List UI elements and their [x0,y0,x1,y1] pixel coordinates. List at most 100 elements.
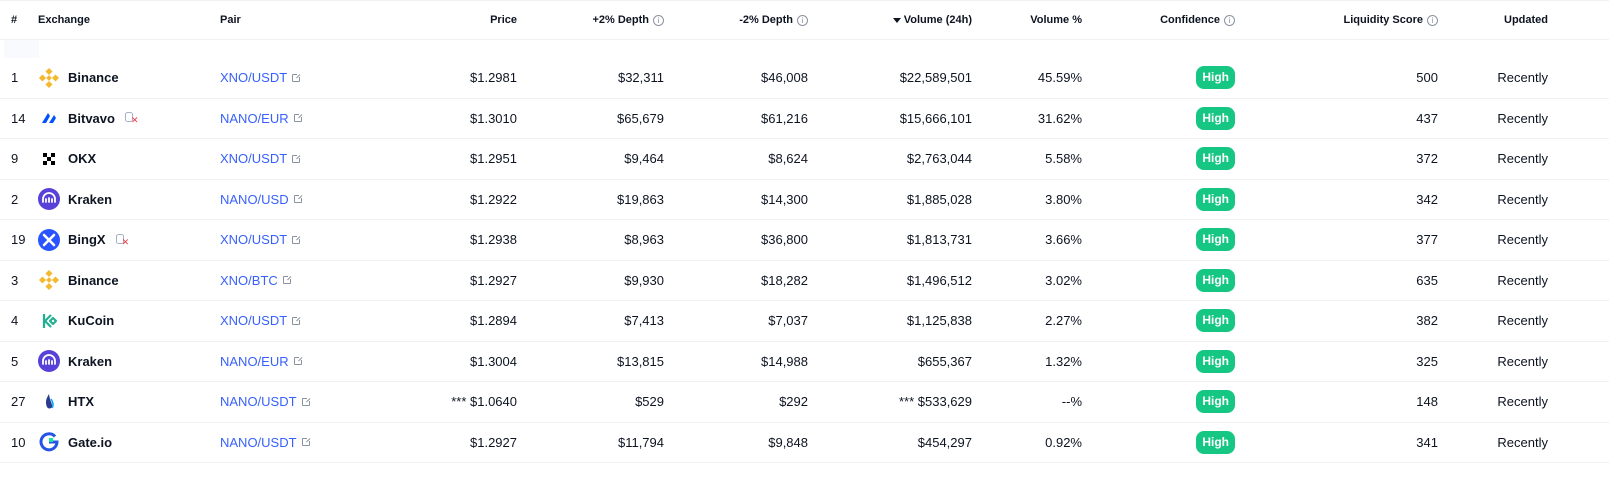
bitvavo-logo-icon [38,107,60,129]
table-row[interactable]: 19 BingX ✕ XNO/USDT $1.2938 $8,963 $36,8… [0,220,1609,261]
external-link-icon[interactable] [293,113,303,123]
rank-value: 14 [11,110,26,126]
pair-link[interactable]: NANO/EUR [220,353,289,369]
col-pair-header[interactable]: Pair [220,1,400,39]
confidence-badge[interactable]: High [1196,187,1235,211]
exchange-cell[interactable]: Bitvavo ✕ [38,99,218,139]
pair-cell[interactable]: NANO/USDT [220,423,400,463]
info-icon[interactable]: i [1224,14,1235,26]
confidence-badge[interactable]: High [1196,309,1235,333]
external-link-icon[interactable] [282,275,292,285]
pair-link[interactable]: NANO/EUR [220,110,289,126]
volume-pct-cell: 3.80% [980,180,1082,220]
volume-pct-value: 45.59% [1037,70,1082,86]
pair-cell[interactable]: NANO/EUR [220,99,400,139]
table-row[interactable]: 10 Gate.io NANO/USDT $1.2927 $11,794 $9,… [0,423,1609,463]
exchange-name[interactable]: BingX [68,232,106,248]
pair-cell[interactable]: XNO/BTC [220,261,400,301]
pair-cell[interactable]: XNO/USDT [220,58,400,98]
confidence-badge[interactable]: High [1196,228,1235,252]
info-icon[interactable]: i [1427,14,1438,26]
pair-cell[interactable]: XNO/USDT [220,139,400,179]
confidence-badge[interactable]: High [1196,349,1235,373]
exchange-name[interactable]: Gate.io [68,434,113,450]
col-rank-header[interactable]: # [11,1,37,39]
external-link-icon[interactable] [292,72,302,82]
table-row[interactable]: 1 Binance XNO/USDT $1.2981 $32,311 $46,0… [0,58,1609,99]
confidence-badge[interactable]: High [1196,268,1235,292]
exchange-cell[interactable]: Kraken [38,342,218,382]
external-link-icon[interactable] [292,234,302,244]
pair-cell[interactable]: NANO/USDT [220,382,400,422]
exchange-cell[interactable]: Gate.io [38,423,218,463]
exchange-cell[interactable]: Binance [38,58,218,98]
pair-link[interactable]: NANO/USDT [220,434,297,450]
exchange-name[interactable]: Kraken [68,353,113,369]
pair-link[interactable]: XNO/USDT [220,70,288,86]
confidence-badge[interactable]: High [1196,390,1235,414]
pair-link[interactable]: XNO/USDT [220,232,288,248]
plus-depth-value: $8,963 [624,232,664,248]
pair-link[interactable]: XNO/USDT [220,313,288,329]
col-price-header[interactable]: Price [400,1,517,39]
exchange-cell[interactable]: BingX ✕ [38,220,218,260]
liquidity-cell: 382 [1260,301,1438,341]
pair-link[interactable]: XNO/USDT [220,151,288,167]
volume-cell: $1,496,512 [820,261,972,301]
exchange-name[interactable]: Binance [68,272,119,288]
pair-cell[interactable]: NANO/EUR [220,342,400,382]
exchange-cell[interactable]: Binance [38,261,218,301]
col-minus-depth-header[interactable]: -2% Depth i [680,1,808,39]
confidence-badge[interactable]: High [1196,106,1235,130]
col-confidence-header[interactable]: Confidence i [1120,1,1235,39]
external-link-icon[interactable] [301,437,311,447]
exchange-name[interactable]: Binance [68,70,119,86]
exchange-name[interactable]: KuCoin [68,313,115,329]
col-plus-depth-header[interactable]: +2% Depth i [540,1,664,39]
exchange-cell[interactable]: OKX [38,139,218,179]
exchange-cell[interactable]: KuCoin [38,301,218,341]
col-liquidity-header[interactable]: Liquidity Score i [1260,1,1438,39]
table-row[interactable]: 27 HTX NANO/USDT *** $1.0640 $529 $292 *… [0,382,1609,423]
table-row[interactable]: 2 Kraken NANO/USD $1.2922 $19,863 $14,30… [0,180,1609,220]
external-link-icon[interactable] [293,356,303,366]
confidence-badge[interactable]: High [1196,430,1235,454]
no-proof-of-reserves-icon[interactable]: ✕ [115,233,129,246]
external-link-icon[interactable] [292,315,302,325]
pair-link[interactable]: NANO/USDT [220,394,297,410]
col-exchange-header[interactable]: Exchange [38,1,218,39]
plus-depth-value: $529 [635,394,664,410]
exchange-name[interactable]: OKX [68,151,97,167]
external-link-icon[interactable] [293,194,303,204]
plus-depth-value: $19,863 [617,191,664,207]
exchange-cell[interactable]: HTX [38,382,218,422]
exchange-name[interactable]: Kraken [68,191,113,207]
pair-cell[interactable]: XNO/USDT [220,301,400,341]
pair-link[interactable]: NANO/USD [220,191,289,207]
exchange-name[interactable]: Bitvavo [68,110,115,126]
no-proof-of-reserves-icon[interactable]: ✕ [124,112,139,125]
table-row[interactable]: 9 OKX XNO/USDT $1.2951 $9,464 $8,624 $2,… [0,139,1609,180]
liquidity-value: 437 [1416,110,1438,126]
exchange-cell[interactable]: Kraken [38,180,218,220]
confidence-badge[interactable]: High [1196,66,1235,90]
pair-cell[interactable]: NANO/USD [220,180,400,220]
pair-cell[interactable]: XNO/USDT [220,220,400,260]
info-icon[interactable]: i [797,14,808,26]
volume-cell: $15,666,101 [820,99,972,139]
table-row[interactable]: 3 Binance XNO/BTC $1.2927 $9,930 $18,282… [0,261,1609,301]
info-icon[interactable]: i [653,14,664,26]
col-updated-header[interactable]: Updated [1450,1,1548,39]
table-row[interactable]: 5 Kraken NANO/EUR $1.3004 $13,815 $14,98… [0,342,1609,382]
volume-value: $1,813,731 [906,232,972,248]
table-row[interactable]: 14 Bitvavo ✕ NANO/EUR $1.3010 $65,679 $6… [0,99,1609,139]
external-link-icon[interactable] [292,153,302,163]
exchange-name[interactable]: HTX [68,394,94,410]
confidence-badge[interactable]: High [1196,147,1235,171]
volume-value: $454,297 [917,434,972,450]
external-link-icon[interactable] [301,396,311,406]
col-volume-pct-header[interactable]: Volume % [980,1,1082,39]
col-volume-header[interactable]: Volume (24h) [820,1,972,39]
pair-link[interactable]: XNO/BTC [220,272,278,288]
table-row[interactable]: 4 KuCoin XNO/USDT $1.2894 $7,413 $7,037 … [0,301,1609,342]
